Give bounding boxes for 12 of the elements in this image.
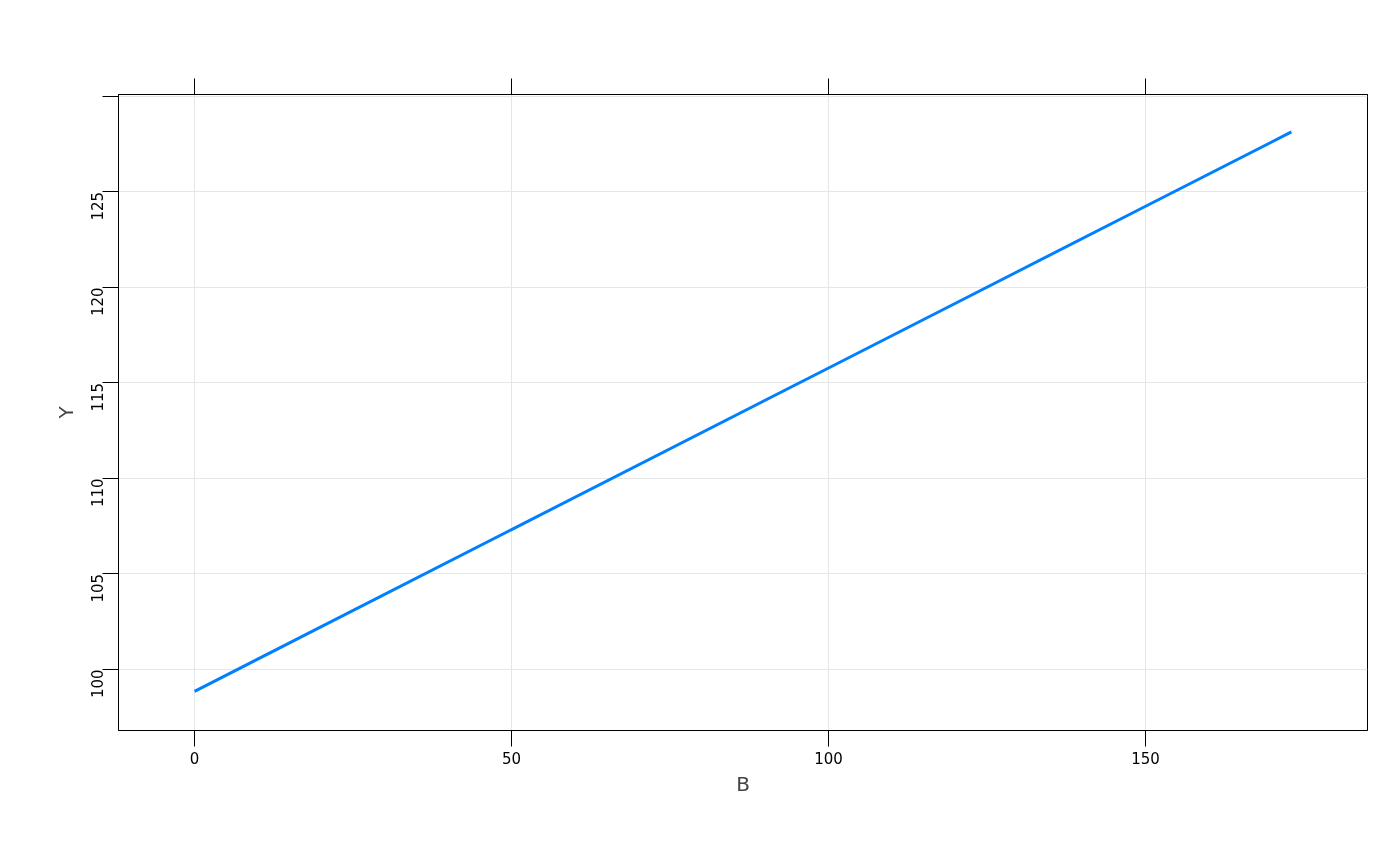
x-tick-label: 150 [1131, 749, 1160, 768]
y-tick-label: 115 [89, 382, 108, 412]
y-tick-label: 125 [89, 191, 108, 221]
x-tick-label: 100 [814, 749, 843, 768]
y-tick-label: 100 [89, 669, 108, 699]
y-tick-label: 120 [89, 287, 108, 317]
x-axis-title: B [736, 771, 750, 796]
y-tick-label: 105 [89, 573, 108, 603]
x-tick-label: 0 [189, 749, 200, 768]
y-axis-title: Y [53, 405, 78, 420]
y-tick-label: 110 [89, 478, 108, 508]
x-tick-label: 50 [502, 749, 522, 768]
